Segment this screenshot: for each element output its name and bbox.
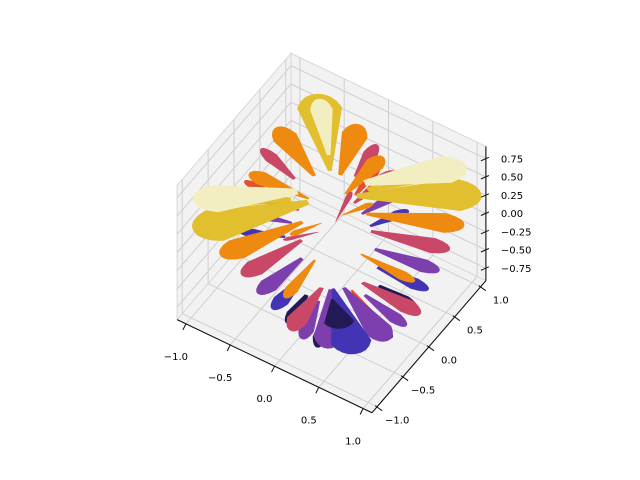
contour-band-polygon (335, 191, 353, 222)
contour-band-polygon (289, 222, 322, 236)
contour-band-polygon (344, 155, 386, 195)
contour-band-polygon (192, 185, 299, 213)
y-tick-label: −1.0 (385, 416, 409, 427)
z-tick-label: 0.50 (501, 173, 523, 184)
contour-band-polygon (272, 126, 316, 177)
tick-mark (182, 323, 187, 331)
grid-line (176, 101, 292, 235)
tick-mark (226, 344, 231, 352)
contour-band-polygon (219, 220, 304, 260)
contour-band-polygon (356, 178, 482, 211)
tick-mark (374, 405, 383, 412)
tick-mark (359, 408, 364, 415)
contour-band-polygon (282, 259, 316, 299)
grid-line (290, 65, 487, 160)
contour-band-polygon (341, 202, 374, 216)
y-tick-label: −0.5 (411, 386, 435, 397)
z-tick-label: −0.25 (501, 227, 532, 238)
x-tick-label: 1.0 (345, 437, 361, 448)
tick-mark (315, 387, 320, 394)
tick-mark (426, 345, 435, 352)
contour-band-polygon (286, 287, 324, 332)
contour-band-polygon (338, 123, 368, 176)
contour-band-polygon (283, 231, 319, 241)
contour-band-polygon (366, 212, 465, 233)
tick-mark (480, 229, 490, 235)
grid-line (362, 276, 478, 409)
grid-line (176, 65, 292, 199)
contour-band-polygon (260, 147, 296, 180)
surface-contour-bands (191, 93, 482, 355)
x-tick-label: 0.5 (301, 415, 317, 426)
contour-band-polygon (256, 257, 304, 295)
x-tick-label: 0.0 (257, 394, 273, 405)
contour-band-polygon (373, 247, 440, 274)
tick-mark (480, 193, 490, 198)
grid-line (229, 212, 345, 346)
contour-band-polygon (342, 287, 393, 342)
contour-band-polygon (363, 156, 467, 186)
x-tick-label: −1.0 (164, 352, 188, 363)
z-tick-label: −0.75 (501, 264, 532, 275)
contour-band-polygon (360, 281, 422, 316)
z-tick-label: −0.50 (501, 246, 532, 257)
tick-mark (480, 156, 490, 162)
tick-mark (480, 248, 490, 253)
z-tick-label: 0.25 (501, 191, 523, 202)
x-tick-label: −0.5 (208, 373, 232, 384)
tick-mark (480, 266, 490, 271)
z-tick-label: 0.75 (501, 154, 523, 165)
contour-band-polygon (363, 294, 408, 327)
contour-band-polygon (310, 98, 333, 156)
contour-band-polygon (240, 239, 303, 278)
contour-band-polygon (298, 300, 321, 340)
tick-mark (480, 211, 490, 216)
tick-mark (400, 375, 409, 382)
y-tick-label: 1.0 (493, 296, 509, 307)
axis-spine (176, 319, 373, 414)
contour-band-polygon (360, 253, 416, 283)
tick-mark (478, 285, 487, 292)
z-tick-label: 0.00 (501, 209, 523, 220)
y-tick-label: 0.0 (441, 356, 457, 367)
tick-marks (182, 156, 490, 415)
tick-mark (452, 315, 461, 322)
contour-band-polygon (370, 230, 450, 254)
y-tick-label: 0.5 (467, 326, 483, 337)
tick-mark (271, 365, 275, 373)
tick-labels: −1.0 −0.5 0.0 0.5 1.0 −1.0 −0.5 0.0 0.5 1.0 0.75 0.… (164, 154, 532, 447)
contour-band-polygon (324, 298, 355, 329)
tick-mark (480, 175, 490, 180)
